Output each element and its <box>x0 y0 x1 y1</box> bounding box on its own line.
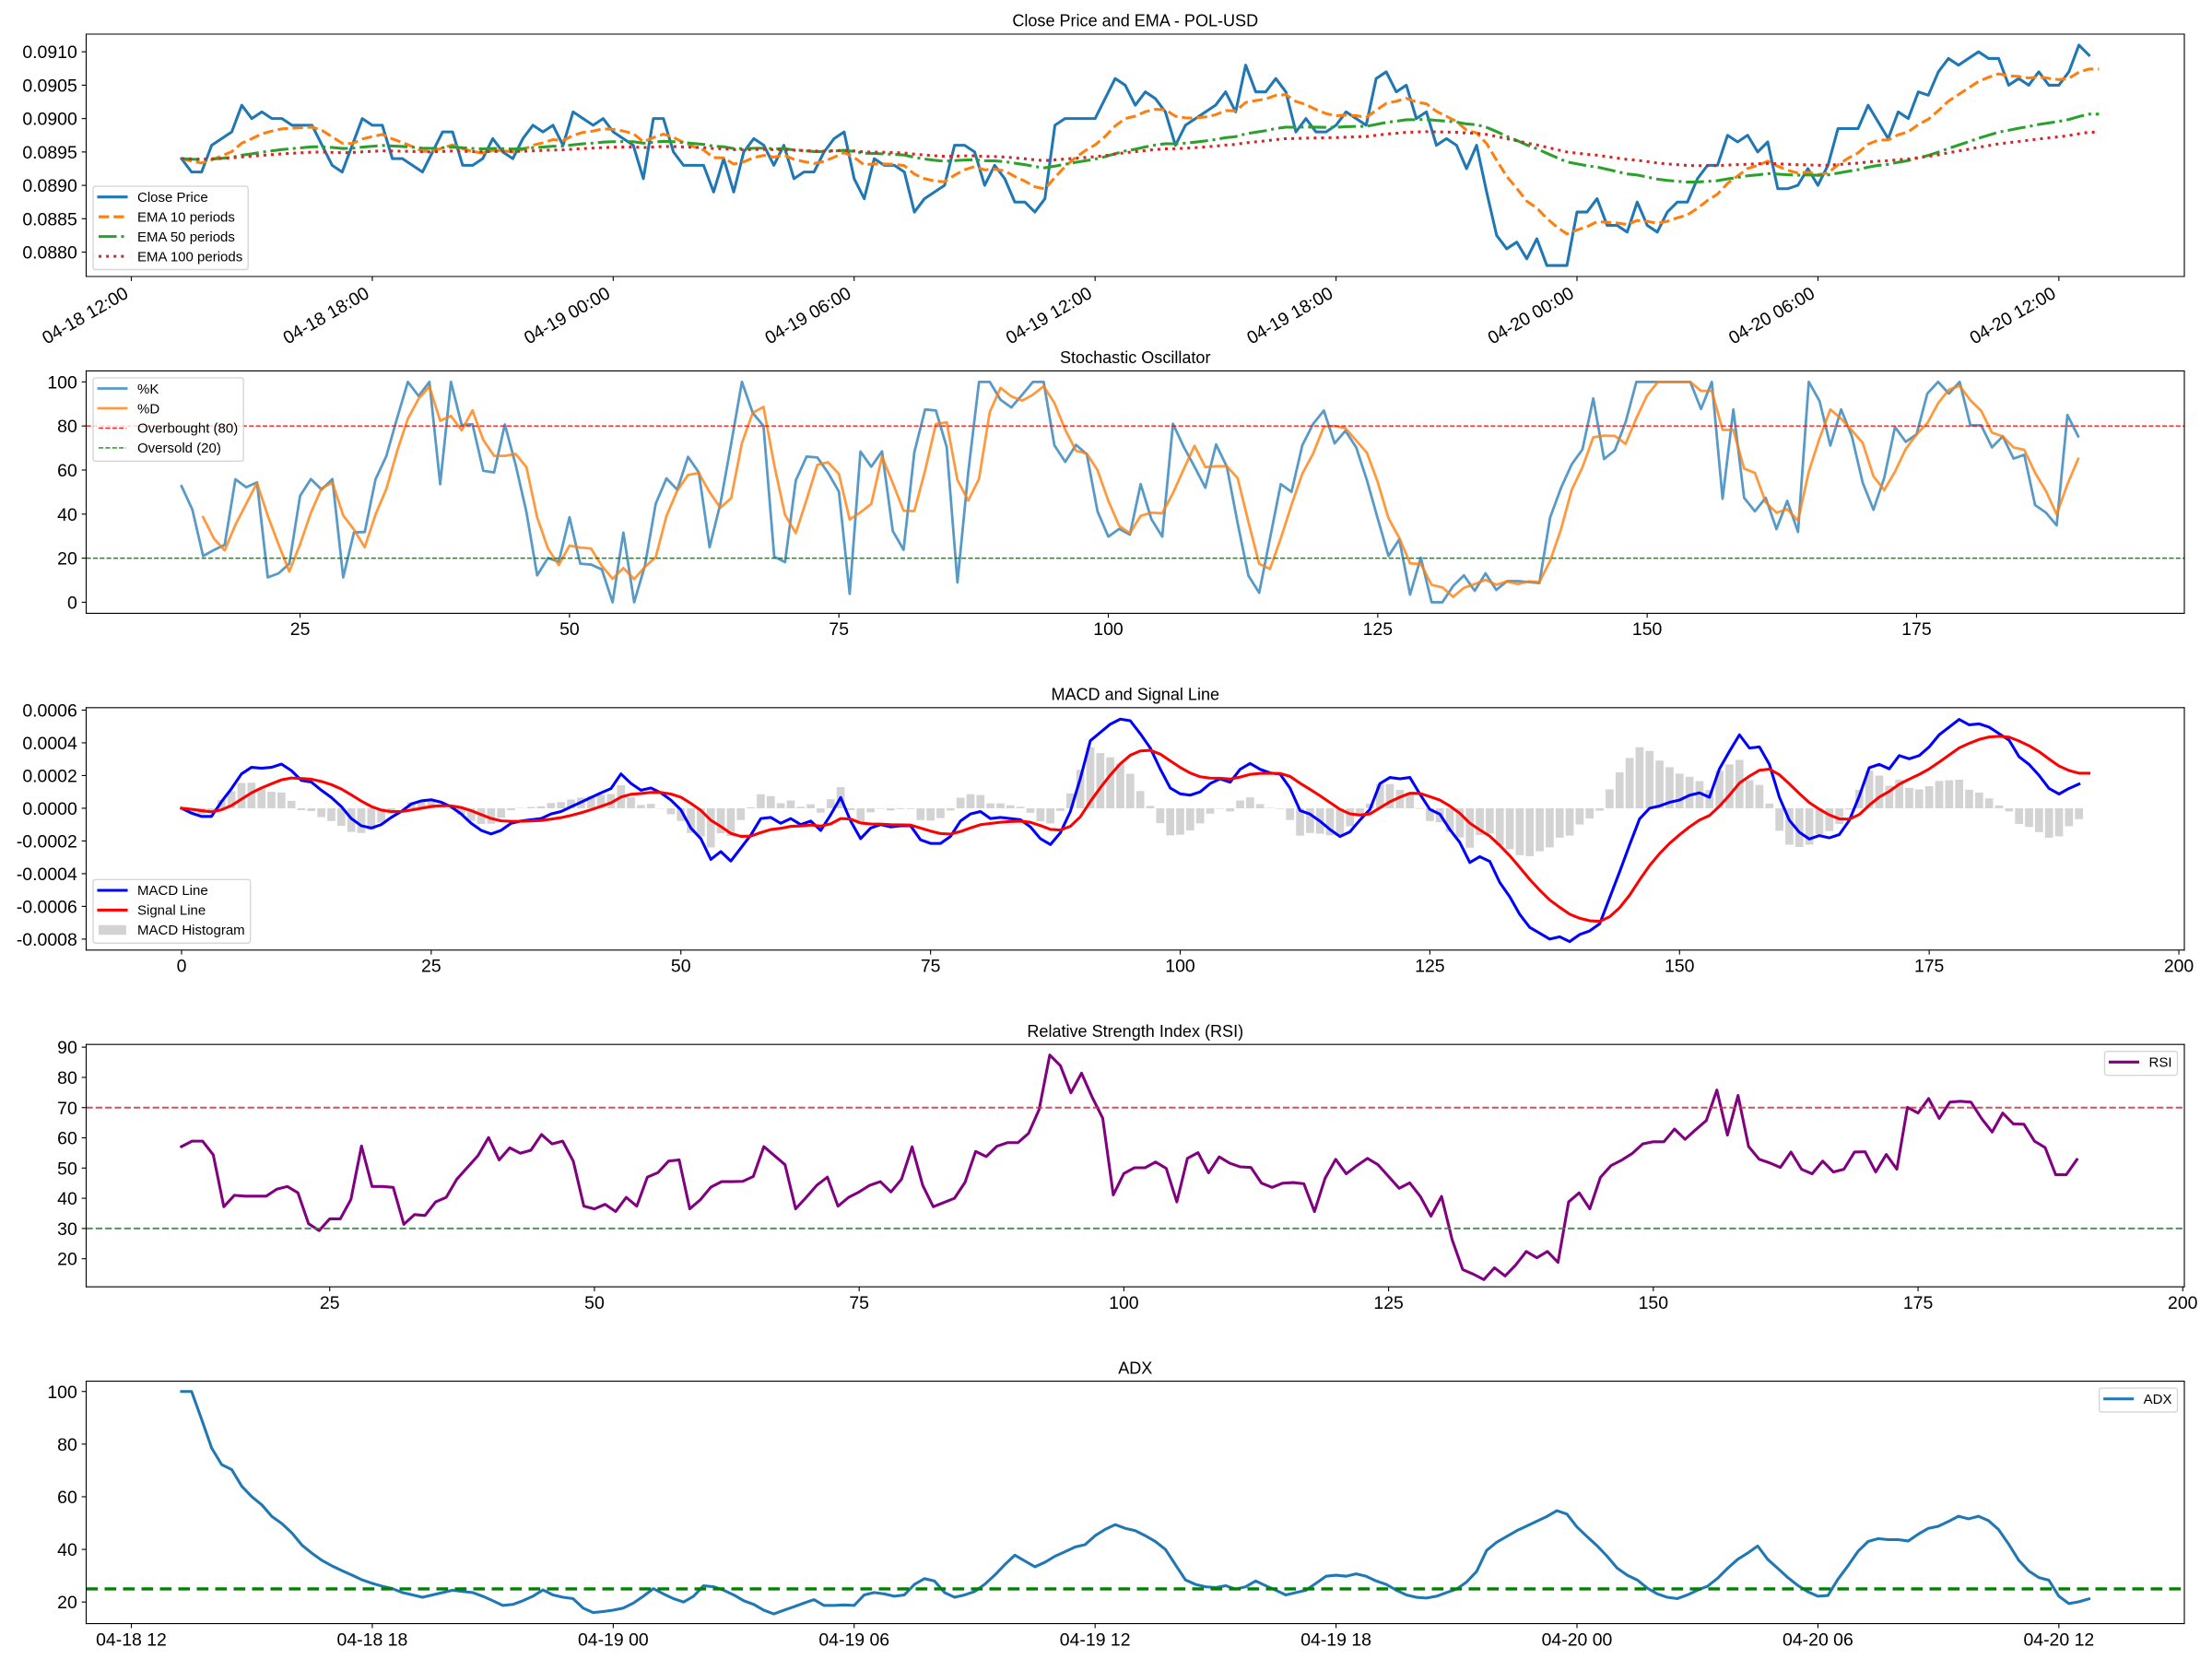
svg-text:MACD and Signal Line: MACD and Signal Line <box>1051 685 1219 703</box>
svg-text:EMA 10 periods: EMA 10 periods <box>137 209 235 225</box>
svg-text:150: 150 <box>1665 957 1695 977</box>
svg-text:0.0900: 0.0900 <box>22 110 77 130</box>
svg-text:RSI: RSI <box>2148 1055 2171 1071</box>
svg-text:50: 50 <box>584 1293 605 1313</box>
svg-text:80: 80 <box>57 417 77 437</box>
svg-text:0.0006: 0.0006 <box>22 701 76 722</box>
svg-text:100: 100 <box>1165 957 1195 977</box>
svg-text:EMA 50 periods: EMA 50 periods <box>137 229 235 245</box>
svg-text:ADX: ADX <box>2144 1392 2172 1407</box>
svg-text:60: 60 <box>57 461 77 481</box>
svg-text:80: 80 <box>57 1435 77 1455</box>
svg-text:0.0000: 0.0000 <box>22 799 77 819</box>
svg-text:-0.0006: -0.0006 <box>17 897 77 917</box>
svg-text:200: 200 <box>2164 957 2194 977</box>
svg-text:04-18 18: 04-18 18 <box>337 1630 408 1650</box>
svg-text:50: 50 <box>559 619 580 640</box>
svg-text:Relative Strength Index (RSI): Relative Strength Index (RSI) <box>1027 1022 1243 1041</box>
svg-text:100: 100 <box>1109 1293 1139 1313</box>
svg-text:04-19 06: 04-19 06 <box>818 1630 889 1650</box>
svg-text:04-20 06: 04-20 06 <box>1783 1630 1853 1650</box>
svg-text:40: 40 <box>57 1189 77 1209</box>
svg-text:175: 175 <box>1901 619 1931 640</box>
svg-text:0: 0 <box>177 957 187 977</box>
svg-text:0.0905: 0.0905 <box>22 76 76 96</box>
svg-text:90: 90 <box>57 1038 77 1058</box>
svg-text:100: 100 <box>1093 619 1124 640</box>
svg-text:Signal Line: Signal Line <box>137 903 206 919</box>
svg-text:75: 75 <box>829 619 849 640</box>
svg-text:125: 125 <box>1373 1293 1403 1313</box>
svg-text:EMA 100 periods: EMA 100 periods <box>137 249 242 265</box>
svg-text:20: 20 <box>57 1250 77 1270</box>
svg-text:%K: %K <box>137 382 159 397</box>
svg-text:75: 75 <box>921 957 941 977</box>
svg-text:04-20 00: 04-20 00 <box>1542 1630 1613 1650</box>
svg-text:75: 75 <box>849 1293 869 1313</box>
svg-text:25: 25 <box>320 1293 340 1313</box>
svg-text:100: 100 <box>47 1382 77 1403</box>
svg-text:40: 40 <box>57 1540 77 1560</box>
svg-text:04-19 00: 04-19 00 <box>578 1630 649 1650</box>
svg-text:Close Price: Close Price <box>137 190 208 206</box>
svg-text:50: 50 <box>57 1159 77 1179</box>
svg-text:100: 100 <box>47 372 77 393</box>
svg-text:-0.0004: -0.0004 <box>17 865 77 885</box>
svg-text:0.0910: 0.0910 <box>22 42 77 63</box>
svg-text:20: 20 <box>57 549 77 570</box>
svg-text:40: 40 <box>57 505 77 525</box>
svg-text:50: 50 <box>671 957 691 977</box>
svg-text:125: 125 <box>1415 957 1444 977</box>
svg-text:0.0002: 0.0002 <box>22 766 76 786</box>
svg-text:80: 80 <box>57 1068 77 1088</box>
svg-text:0.0880: 0.0880 <box>22 243 77 264</box>
svg-text:0.0004: 0.0004 <box>22 734 77 754</box>
svg-text:0: 0 <box>67 593 77 613</box>
svg-text:Close Price and EMA - POL-USD: Close Price and EMA - POL-USD <box>1012 12 1258 30</box>
svg-text:Stochastic Oscillator: Stochastic Oscillator <box>1060 348 1210 367</box>
svg-text:60: 60 <box>57 1129 77 1149</box>
svg-text:0.0895: 0.0895 <box>22 143 76 163</box>
svg-text:04-20 12: 04-20 12 <box>2023 1630 2094 1650</box>
svg-text:125: 125 <box>1363 619 1393 640</box>
svg-text:70: 70 <box>57 1099 77 1119</box>
svg-text:04-19 18: 04-19 18 <box>1300 1630 1371 1650</box>
svg-text:60: 60 <box>57 1488 77 1508</box>
svg-text:04-19 12: 04-19 12 <box>1060 1630 1131 1650</box>
svg-text:-0.0002: -0.0002 <box>17 831 77 852</box>
svg-text:25: 25 <box>421 957 441 977</box>
svg-text:25: 25 <box>290 619 311 640</box>
svg-text:150: 150 <box>1639 1293 1669 1313</box>
svg-text:%D: %D <box>137 401 159 417</box>
svg-text:175: 175 <box>1914 957 1944 977</box>
svg-text:150: 150 <box>1632 619 1663 640</box>
svg-text:175: 175 <box>1903 1293 1933 1313</box>
svg-text:30: 30 <box>57 1219 77 1240</box>
svg-text:Overbought (80): Overbought (80) <box>137 421 238 437</box>
svg-text:-0.0008: -0.0008 <box>17 930 77 950</box>
svg-text:0.0885: 0.0885 <box>22 209 76 229</box>
svg-text:Oversold (20): Oversold (20) <box>137 441 221 456</box>
svg-text:04-18 12: 04-18 12 <box>96 1630 167 1650</box>
svg-text:MACD Line: MACD Line <box>137 883 208 899</box>
svg-text:MACD Histogram: MACD Histogram <box>137 923 245 938</box>
svg-text:200: 200 <box>2168 1293 2198 1313</box>
svg-text:ADX: ADX <box>1118 1359 1152 1377</box>
svg-text:0.0890: 0.0890 <box>22 176 77 196</box>
svg-text:20: 20 <box>57 1593 77 1613</box>
